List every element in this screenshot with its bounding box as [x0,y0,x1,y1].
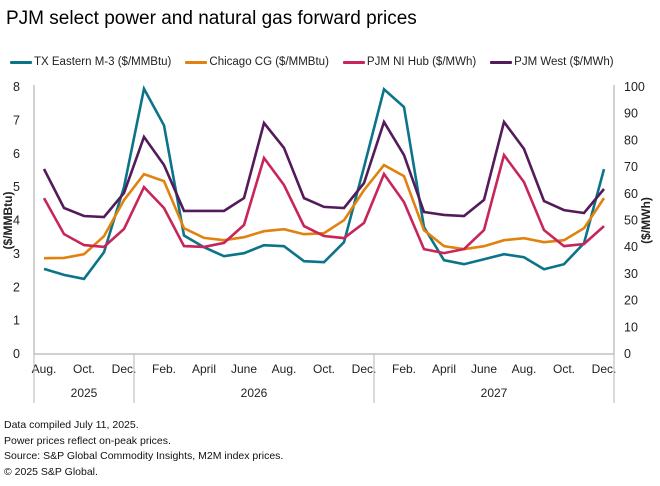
y-right-tick-label: 70 [624,160,638,174]
y-left-tick-label: 0 [13,347,20,361]
legend-swatch-pjm-ni-hub [342,60,365,64]
x-tick-label: Feb. [392,362,416,376]
legend-label-pjm-ni-hub: PJM NI Hub ($/MWh) [366,56,477,68]
y-left-tick-label: 4 [13,214,20,228]
y-left-tick-label: 1 [13,314,20,328]
x-tick-label: Aug. [32,362,57,376]
y-right-tick-label: 50 [624,214,638,228]
y-left-tick-label: 5 [13,180,20,194]
chart-title: PJM select power and natural gas forward… [6,8,417,29]
y-right-axis-title: ($/MWh) [639,197,653,244]
x-tick-label: April [432,362,456,376]
legend-item-pjm-ni-hub: PJM NI Hub ($/MWh) [342,56,477,68]
x-tick-label: Oct. [313,362,335,376]
x-year-label: 2025 [71,386,98,400]
legend-swatch-pjm-west [490,60,513,64]
footnote-source: Source: S&P Global Commodity Insights, M… [4,450,284,462]
footnotes: Data compiled July 11, 2025. Power price… [4,418,283,480]
footnote-copyright: © 2025 S&P Global. [4,465,98,478]
y-left-tick-label: 6 [13,147,20,161]
footnote-data-compiled: Data compiled July 11, 2025. [4,419,139,431]
x-year-label: 2026 [241,386,268,400]
x-tick-label: Dec. [352,362,377,376]
x-tick-label: June [471,362,497,376]
y-left-tick-label: 2 [13,280,20,294]
y-right-tick-label: 10 [624,320,638,334]
legend-swatch-tx-eastern [10,60,32,64]
series-line-chicago-cg [43,163,606,260]
x-tick-label: Dec. [592,362,617,376]
x-tick-label: Oct. [73,362,95,376]
x-tick-label: April [192,362,216,376]
y-left-tick-label: 7 [13,113,20,127]
series-line-pjm-west [42,118,605,219]
y-left-tick-label: 8 [13,80,20,94]
y-right-tick-label: 90 [624,107,638,121]
x-tick-label: Dec. [112,362,137,376]
series-line-tx-eastern-m-3 [43,84,606,281]
y-right-tick-label: 40 [624,240,638,254]
y-right-tick-label: 80 [624,133,638,147]
legend-label-pjm-west: PJM West ($/MWh) [514,56,614,68]
legend-label-tx-eastern: TX Eastern M-3 ($/MMBtu) [34,56,172,68]
y-right-tick-label: 0 [624,347,631,361]
legend-label-chicago-cg: Chicago CG ($/MMBtu) [209,56,329,68]
y-right-tick-label: 100 [624,80,645,94]
footnote-power-prices: Power prices reflect on-peak prices. [4,434,171,447]
x-year-label: 2027 [481,386,508,400]
x-tick-label: Aug. [272,362,297,376]
y-right-tick-label: 30 [624,267,638,281]
legend-item-tx-eastern: TX Eastern M-3 ($/MMBtu) [10,56,171,68]
legend: TX Eastern M-3 ($/MMBtu) Chicago CG ($/M… [10,56,614,68]
x-tick-label: Feb. [152,362,176,376]
x-tick-label: Aug. [512,362,537,376]
series-line-pjm-ni-hub [42,152,605,255]
y-right-tick-label: 20 [624,294,638,308]
legend-swatch-chicago-cg [185,60,208,64]
y-right-tick-label: 60 [624,187,638,201]
y-left-axis-title: ($/MMBtu) [1,192,15,250]
x-tick-label: Oct. [553,362,575,376]
x-tick-label: June [231,362,257,376]
y-left-tick-label: 3 [13,247,20,261]
legend-item-pjm-west: PJM West ($/MWh) [490,56,614,68]
legend-item-chicago-cg: Chicago CG ($/MMBtu) [185,56,329,68]
